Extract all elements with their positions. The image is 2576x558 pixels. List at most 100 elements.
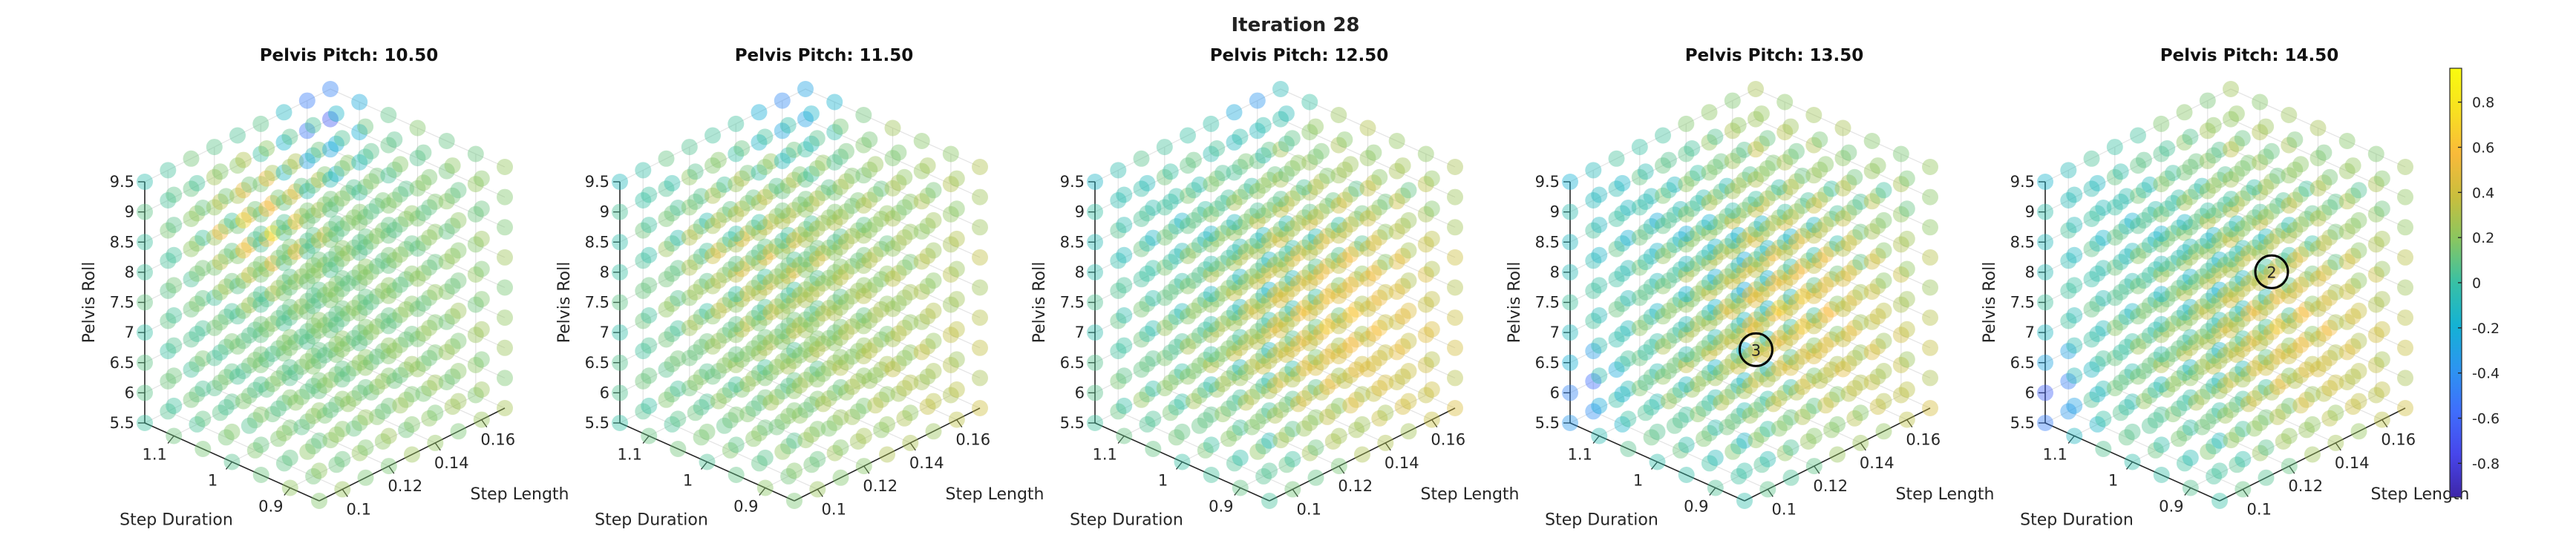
scatter-point xyxy=(339,395,356,413)
scatter-point xyxy=(1776,263,1794,280)
scatter-point xyxy=(1162,404,1179,421)
scatter-point xyxy=(223,363,241,380)
scatter-point xyxy=(223,243,241,260)
scatter-point xyxy=(1678,467,1695,483)
scatter-point xyxy=(1701,334,1718,351)
scatter-point xyxy=(1342,246,1359,263)
x-tick-label: 0.12 xyxy=(863,477,898,495)
scatter-point xyxy=(884,119,901,137)
scatter-point xyxy=(802,226,820,243)
scatter-point xyxy=(357,409,374,426)
scatter-point xyxy=(2171,370,2187,387)
scatter-point xyxy=(1869,338,1886,355)
scatter-point xyxy=(1289,365,1307,382)
scatter-point xyxy=(258,381,275,398)
scatter-point xyxy=(2321,229,2338,246)
scatter-point xyxy=(2211,462,2228,479)
scatter-point xyxy=(2223,341,2240,358)
x-grid-line xyxy=(2067,170,2243,490)
scatter-point xyxy=(2141,206,2158,223)
scatter-point xyxy=(728,346,745,363)
scatter-point xyxy=(2182,359,2199,375)
scatter-point xyxy=(1690,194,1707,211)
scatter-point xyxy=(612,415,628,431)
scatter-point xyxy=(1690,345,1707,362)
scatter-point xyxy=(1145,350,1162,367)
scatter-point xyxy=(1730,317,1748,334)
scatter-point xyxy=(223,423,241,440)
scatter-point xyxy=(1289,245,1307,262)
z-grid-line xyxy=(619,148,981,243)
scatter-point xyxy=(275,304,292,321)
z-tick-label: 8 xyxy=(1550,263,1560,281)
scatter-point xyxy=(357,349,374,366)
scatter-point xyxy=(2235,300,2252,317)
scatter-point xyxy=(206,380,223,397)
scatter-point xyxy=(2147,261,2164,278)
scatter-point xyxy=(1892,145,1909,163)
y-tick-mark xyxy=(167,436,174,444)
scatter-point xyxy=(1799,433,1817,450)
scatter-point xyxy=(861,131,878,148)
scatter-point xyxy=(2141,266,2158,283)
subplot-title: Pelvis Pitch: 10.50 xyxy=(260,46,439,65)
scatter-point xyxy=(2263,293,2280,310)
scatter-point xyxy=(415,265,432,282)
scatter-point xyxy=(351,93,368,111)
scatter-point xyxy=(728,406,745,423)
scatter-point xyxy=(1289,185,1307,201)
scatter-point xyxy=(1220,400,1237,417)
scatter-point xyxy=(1145,260,1162,277)
scatter-point xyxy=(1180,338,1196,355)
scatter-point xyxy=(1643,369,1660,386)
scatter-point xyxy=(305,347,322,364)
scatter-point xyxy=(409,180,426,197)
scatter-point xyxy=(1690,375,1707,393)
scatter-point xyxy=(1672,352,1689,368)
scatter-point xyxy=(751,395,768,412)
scatter-point xyxy=(1342,216,1359,233)
scatter-point xyxy=(756,269,774,286)
scatter-point xyxy=(1324,403,1341,420)
scatter-point xyxy=(351,203,368,220)
scatter-point xyxy=(275,364,292,381)
scatter-point xyxy=(2338,133,2356,149)
scatter-point xyxy=(745,189,762,206)
scatter-point xyxy=(802,256,820,273)
scatter-point xyxy=(235,211,252,229)
scatter-point xyxy=(1614,295,1631,312)
scatter-point xyxy=(890,355,907,372)
scatter-point xyxy=(438,344,455,361)
scatter-point xyxy=(1232,479,1249,496)
scatter-point xyxy=(2089,265,2106,282)
z-tick-label: 6.5 xyxy=(110,354,134,372)
scatter-point xyxy=(635,403,652,420)
scatter-point xyxy=(444,157,461,174)
scatter-point xyxy=(2153,467,2170,483)
scatter-point xyxy=(1753,196,1770,212)
scatter-point xyxy=(1145,380,1162,397)
scatter-point xyxy=(1811,282,1828,299)
z-tick-label: 8.5 xyxy=(585,233,609,251)
x-grid-line xyxy=(2160,123,2336,444)
scatter-point xyxy=(1394,308,1411,325)
scatter-point xyxy=(1261,402,1278,419)
scatter-point xyxy=(948,291,965,308)
scatter-point xyxy=(1133,150,1150,167)
x-grid-line xyxy=(1257,100,1432,421)
scatter-point xyxy=(1614,355,1631,372)
scatter-point xyxy=(2223,191,2240,208)
scatter-point xyxy=(2188,213,2205,230)
scatter-point xyxy=(2235,270,2252,286)
scatter-point xyxy=(797,191,814,208)
scatter-point xyxy=(2211,202,2228,219)
scatter-point xyxy=(1295,300,1312,316)
scatter-point xyxy=(913,253,930,270)
scatter-point xyxy=(1278,426,1295,443)
z-grid-line xyxy=(1094,269,1456,364)
scatter-point xyxy=(1805,337,1823,354)
scatter-point xyxy=(808,190,826,207)
scatter-point xyxy=(1805,167,1823,184)
scatter-point xyxy=(246,231,264,248)
scatter-point xyxy=(867,156,884,173)
